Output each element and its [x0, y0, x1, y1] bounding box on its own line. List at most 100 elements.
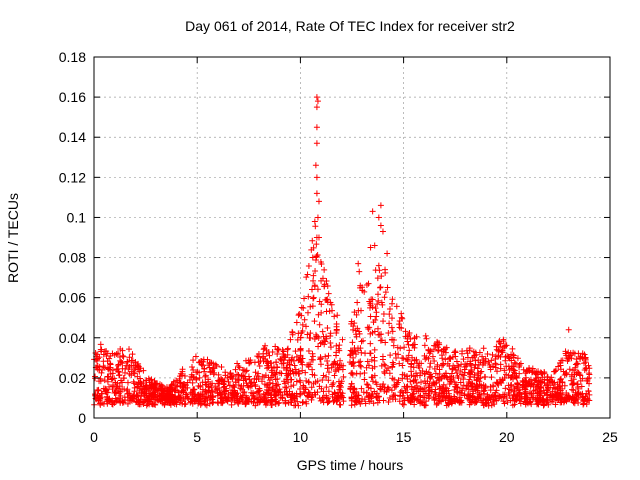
data-point: [166, 399, 173, 406]
data-point: [422, 390, 429, 397]
data-point: [453, 369, 460, 376]
data-point: [264, 358, 271, 365]
data-point: [337, 384, 344, 391]
data-point: [426, 393, 433, 400]
data-point: [157, 387, 164, 394]
data-point: [193, 394, 200, 401]
data-point: [241, 367, 248, 374]
data-point: [440, 361, 447, 368]
data-point: [436, 389, 443, 396]
data-point: [137, 396, 144, 403]
data-point: [460, 356, 467, 363]
data-point: [289, 328, 296, 335]
data-point: [379, 353, 386, 360]
data-point: [130, 370, 137, 377]
data-point: [396, 324, 403, 331]
data-point: [218, 394, 225, 401]
data-point: [337, 357, 344, 364]
data-point: [581, 397, 588, 404]
data-point: [321, 341, 328, 348]
data-point: [510, 376, 517, 383]
data-point: [313, 190, 320, 197]
data-point: [260, 346, 267, 353]
data-point: [196, 369, 203, 376]
data-point: [171, 396, 178, 403]
data-point: [124, 394, 131, 401]
data-point: [238, 394, 245, 401]
data-point: [582, 355, 589, 362]
data-point: [399, 375, 406, 382]
data-point: [189, 400, 196, 407]
data-point: [350, 354, 357, 361]
data-point: [373, 393, 380, 400]
data-point: [300, 384, 307, 391]
data-point: [335, 378, 342, 385]
data-point: [228, 401, 235, 408]
data-point: [311, 282, 318, 289]
data-point: [234, 360, 241, 367]
data-point: [513, 375, 520, 382]
data-point: [338, 393, 345, 400]
data-point: [558, 396, 565, 403]
data-point: [508, 363, 515, 370]
data-point: [256, 392, 263, 399]
data-point: [448, 378, 455, 385]
data-point: [562, 348, 569, 355]
data-point: [273, 382, 280, 389]
data-point: [436, 397, 443, 404]
data-point: [355, 260, 362, 267]
data-point: [371, 372, 378, 379]
data-point: [233, 396, 240, 403]
data-point: [508, 381, 515, 388]
data-point: [407, 399, 414, 406]
data-point: [447, 396, 454, 403]
data-point: [190, 357, 197, 364]
data-point: [308, 286, 315, 293]
data-point: [117, 377, 124, 384]
data-point: [158, 386, 165, 393]
data-point: [310, 244, 317, 251]
y-tick-label: 0.16: [59, 89, 86, 105]
data-point: [309, 366, 316, 373]
data-point: [195, 391, 202, 398]
data-point: [526, 377, 533, 384]
data-point: [313, 94, 320, 101]
y-tick-label: 0.1: [67, 209, 87, 225]
data-point: [408, 383, 415, 390]
data-point: [365, 394, 372, 401]
data-point: [210, 394, 217, 401]
data-point: [302, 369, 309, 376]
data-point: [353, 351, 360, 358]
data-point: [504, 399, 511, 406]
data-point: [473, 351, 480, 358]
data-point: [348, 380, 355, 387]
x-tick-label: 15: [396, 429, 412, 445]
data-point: [119, 365, 126, 372]
data-point: [391, 382, 398, 389]
data-point: [113, 398, 120, 405]
data-point: [147, 398, 154, 405]
data-point: [331, 397, 338, 404]
data-point: [361, 369, 368, 376]
data-point: [417, 400, 424, 407]
plot-frame: [93, 56, 611, 419]
data-point: [325, 352, 332, 359]
data-point: [404, 356, 411, 363]
data-point: [563, 371, 570, 378]
data-point: [409, 342, 416, 349]
data-point: [464, 361, 471, 368]
data-point: [492, 393, 499, 400]
data-point: [132, 358, 139, 365]
data-point: [246, 396, 253, 403]
data-point: [423, 335, 430, 342]
data-point: [297, 379, 304, 386]
x-tick-label: 10: [293, 429, 309, 445]
data-point: [129, 351, 136, 358]
data-point: [581, 366, 588, 373]
data-point: [301, 390, 308, 397]
data-point: [217, 391, 224, 398]
data-point: [266, 377, 273, 384]
data-point: [314, 214, 321, 221]
data-point: [121, 375, 128, 382]
data-point: [321, 266, 328, 273]
